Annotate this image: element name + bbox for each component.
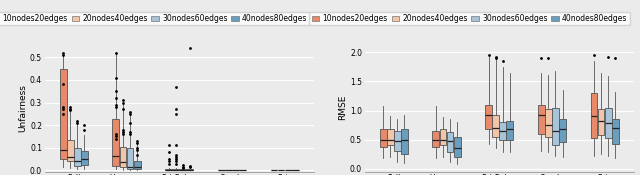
- Bar: [454, 137, 461, 157]
- Y-axis label: Unfairness: Unfairness: [18, 84, 27, 132]
- Bar: [559, 119, 566, 142]
- Legend: 10nodes20edges, 20nodes40edges, 30nodes60edges, 40nodes80edges: 10nodes20edges, 20nodes40edges, 30nodes6…: [0, 12, 310, 25]
- Bar: [401, 129, 408, 154]
- Bar: [605, 108, 612, 138]
- Bar: [67, 140, 74, 161]
- Bar: [127, 148, 134, 169]
- Bar: [387, 129, 394, 145]
- Bar: [165, 169, 172, 170]
- Bar: [433, 131, 439, 146]
- Bar: [447, 132, 454, 152]
- Bar: [81, 151, 88, 165]
- Bar: [506, 121, 513, 140]
- Bar: [179, 169, 186, 170]
- Bar: [538, 105, 545, 134]
- Bar: [380, 129, 387, 146]
- Y-axis label: RMSE: RMSE: [338, 95, 347, 120]
- Bar: [499, 122, 506, 140]
- Bar: [492, 115, 499, 137]
- Bar: [113, 120, 119, 166]
- Bar: [552, 108, 559, 145]
- Bar: [598, 109, 605, 135]
- Bar: [591, 93, 597, 138]
- Bar: [612, 119, 619, 144]
- Bar: [394, 131, 401, 151]
- Bar: [134, 161, 141, 169]
- Bar: [172, 169, 179, 170]
- Bar: [440, 129, 446, 145]
- Bar: [545, 109, 552, 137]
- Bar: [60, 69, 67, 159]
- Bar: [186, 169, 193, 170]
- Legend: 10nodes20edges, 20nodes40edges, 30nodes60edges, 40nodes80edges: 10nodes20edges, 20nodes40edges, 30nodes6…: [310, 12, 630, 25]
- Bar: [120, 147, 126, 167]
- Bar: [485, 105, 492, 129]
- Bar: [74, 148, 81, 166]
